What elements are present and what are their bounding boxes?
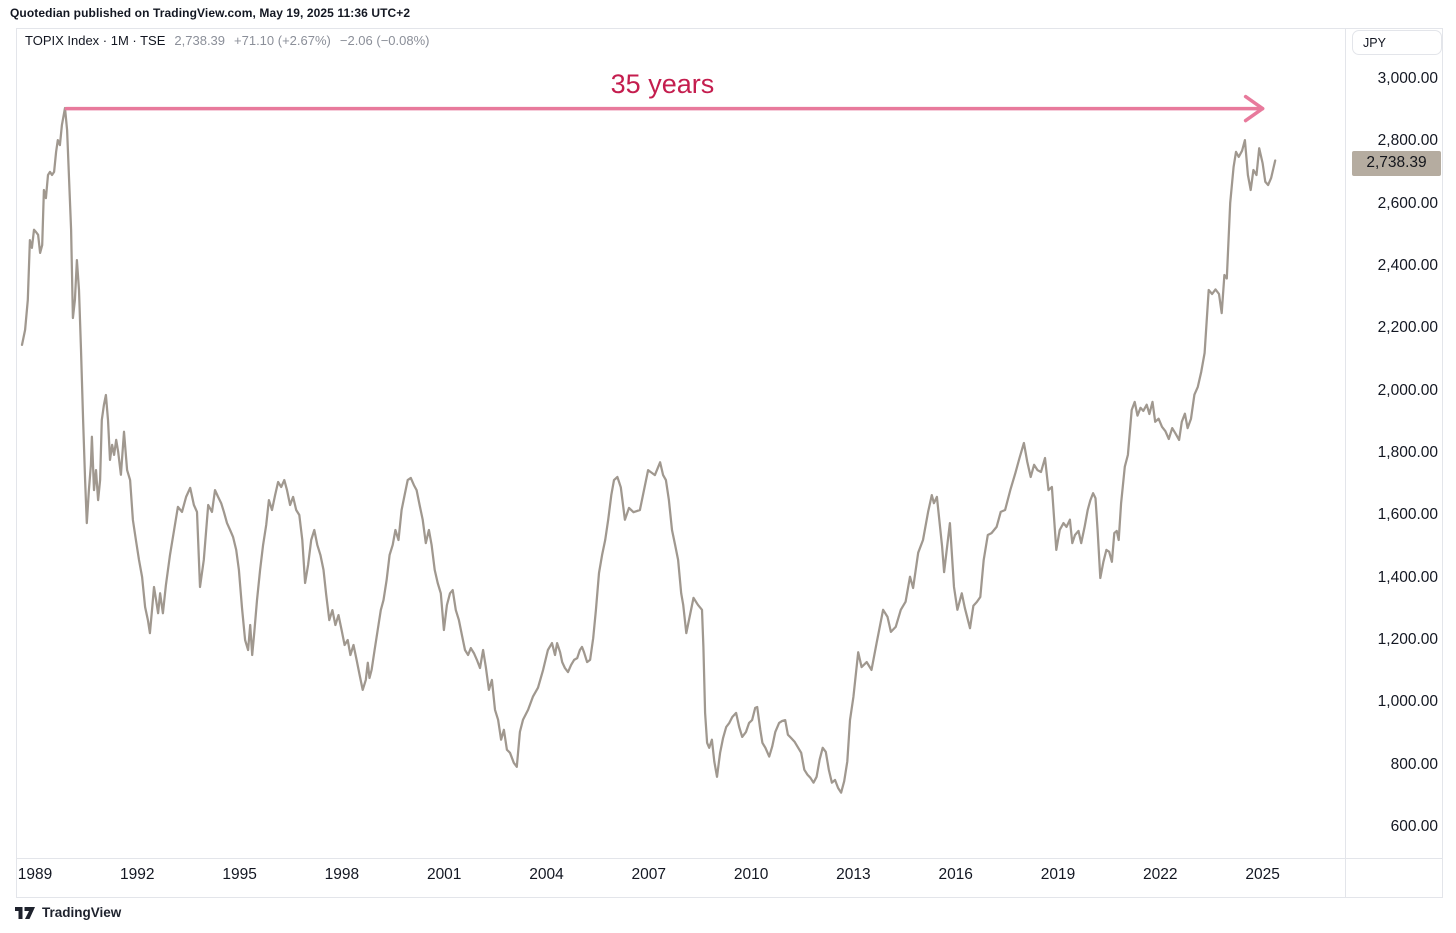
time-axis-label: 2001 [426, 866, 462, 883]
price-axis-separator [1345, 28, 1346, 898]
annotation-text: 35 years [610, 68, 715, 99]
change-secondary: −2.06 (−0.08%) [339, 33, 430, 48]
time-axis-label: 2007 [631, 866, 667, 883]
price-axis-label: 1,800.00 [1377, 444, 1438, 461]
price-axis-label: 1,000.00 [1377, 693, 1438, 711]
arrow-stroke [1243, 106, 1265, 123]
currency-button[interactable]: JPY [1352, 30, 1442, 55]
price-axis-label: 2,600.00 [1377, 194, 1438, 212]
price-axis-label: 600.00 [1390, 818, 1438, 835]
time-axis-label: 2022 [1143, 866, 1178, 883]
last-price: 2,738.39 [174, 33, 226, 48]
price-axis-label: 2,400.00 [1377, 257, 1438, 274]
time-axis-label: 2010 [733, 866, 769, 883]
time-axis-label: 1992 [120, 866, 155, 883]
price-axis-label: 1,400.00 [1377, 568, 1438, 586]
price-axis-label: 3,000.00 [1377, 70, 1438, 87]
price-axis-label: 2,200.00 [1377, 319, 1438, 337]
tradingview-logo-text: TradingView [42, 905, 122, 920]
price-axis-label: 1,200.00 [1377, 631, 1438, 648]
topix-price-line [20, 106, 1277, 794]
tradingview-logo-icon [15, 906, 35, 919]
symbol-title[interactable]: TOPIX Index · 1M · TSE [25, 33, 166, 48]
time-axis-label: 2019 [1040, 866, 1076, 883]
symbol-header: TOPIX Index · 1M · TSE 2,738.39 +71.10 (… [25, 33, 430, 48]
time-axis-label: 2016 [938, 866, 973, 883]
time-axis-label: 2025 [1245, 866, 1280, 883]
time-axis-label: 1989 [17, 866, 53, 883]
chart-plot-area[interactable] [16, 28, 1345, 858]
price-axis-label: 800.00 [1390, 755, 1438, 773]
last-price-tag: 2,738.39 [1352, 150, 1441, 176]
price-axis-label: 2,800.00 [1377, 132, 1438, 150]
attribution-line: Quotedian published on TradingView.com, … [10, 6, 411, 20]
time-axis-label: 2013 [836, 866, 871, 883]
tradingview-logo[interactable]: TradingView [14, 905, 121, 920]
annotation-arrow [64, 94, 1265, 123]
time-axis-label: 1998 [324, 866, 360, 883]
price-axis-label: 2,000.00 [1377, 381, 1438, 399]
arrow-stroke [1243, 94, 1265, 111]
change-primary: +71.10 (+2.67%) [234, 33, 331, 48]
price-axis-label: 1,600.00 [1377, 506, 1438, 524]
time-axis-label: 2004 [529, 866, 564, 883]
currency-button-label: JPY [1363, 35, 1386, 50]
time-axis-separator [16, 858, 1443, 859]
chart-card-border [16, 28, 1443, 898]
time-axis-label: 1995 [222, 866, 257, 883]
